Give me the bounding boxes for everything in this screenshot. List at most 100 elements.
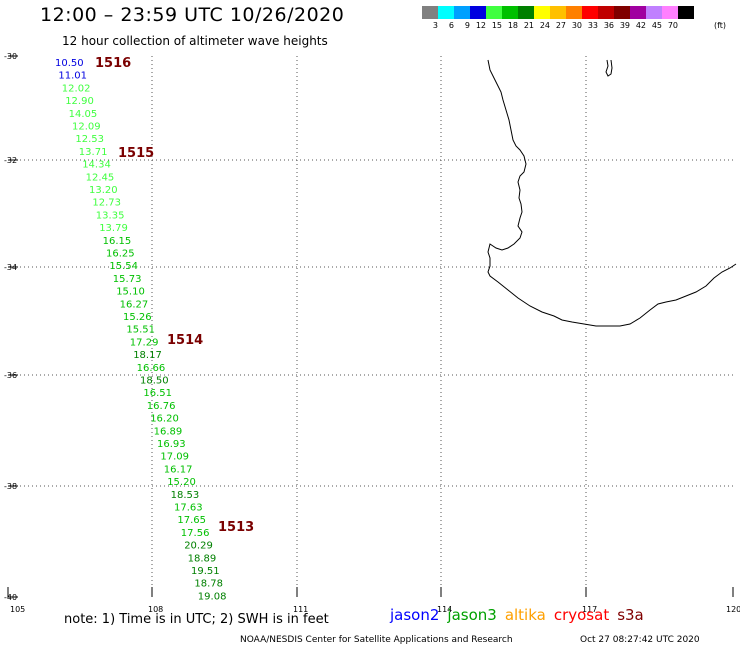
- lat-lon-grid: [8, 56, 733, 597]
- legend-label: 33: [587, 21, 598, 30]
- legend-swatch: [534, 6, 550, 19]
- satellite-name: cryosat: [553, 606, 610, 624]
- wave-height-label: 15.20: [167, 477, 196, 488]
- lat-tick-label: -30: [4, 52, 17, 61]
- wave-height-label: 15.73: [113, 274, 142, 285]
- wave-height-label: 12.53: [75, 134, 104, 145]
- wave-height-label: 19.51: [191, 566, 220, 577]
- wave-height-label: 19.08: [198, 591, 227, 602]
- lat-tick-label: -32: [4, 156, 17, 165]
- wave-height-label: 18.53: [171, 490, 200, 501]
- satellite-name: jason2: [390, 606, 440, 624]
- lat-tick-label: -40: [4, 593, 17, 602]
- wave-height-label: 20.29: [184, 541, 213, 552]
- legend-swatch: [422, 6, 438, 19]
- legend-swatch: [486, 6, 502, 19]
- footer-note: note: 1) Time is in UTC; 2) SWH is in fe…: [64, 612, 329, 627]
- legend-label: 21: [523, 21, 534, 30]
- wave-height-label: 16.20: [150, 414, 179, 425]
- satellite-legend: jason2 jason3 altika cryosat s3a: [390, 606, 652, 624]
- legend-label: 3: [432, 21, 438, 30]
- wave-height-label: 16.93: [157, 439, 186, 450]
- legend-swatch: [502, 6, 518, 19]
- track-id-label: 1516: [95, 56, 131, 71]
- legend-swatch: [646, 6, 662, 19]
- wave-height-label: 10.50: [55, 58, 84, 69]
- wave-height-label: 14.05: [69, 109, 98, 120]
- wave-height-label: 17.63: [174, 503, 203, 514]
- legend-label: 42: [635, 21, 646, 30]
- map-subtitle: 12 hour collection of altimeter wave hei…: [62, 34, 328, 48]
- wave-height-label: 17.29: [130, 337, 159, 348]
- legend-label: 70: [667, 21, 678, 30]
- track-id-label: 1513: [218, 520, 254, 535]
- wave-height-label: 16.66: [137, 363, 166, 374]
- wave-height-label: 15.51: [126, 325, 155, 336]
- wave-height-label: 16.76: [147, 401, 176, 412]
- wave-height-label: 16.17: [164, 464, 193, 475]
- coastline-island: [605, 59, 613, 77]
- legend-swatch: [438, 6, 454, 19]
- legend-label: 27: [555, 21, 566, 30]
- wave-height-label: 13.20: [89, 185, 118, 196]
- lon-tick-label: 114: [437, 605, 452, 614]
- wave-height-label: 16.89: [154, 426, 183, 437]
- legend-swatch: [630, 6, 646, 19]
- track-id-label: 1515: [118, 146, 154, 161]
- wave-height-label: 13.71: [79, 147, 108, 158]
- wave-height-label: 12.45: [86, 172, 115, 183]
- legend-swatch: [598, 6, 614, 19]
- lat-tick-label: -38: [4, 482, 17, 491]
- generation-timestamp: Oct 27 08:27:42 UTC 2020: [580, 635, 700, 645]
- legend-label: 30: [571, 21, 582, 30]
- wave-height-label: 17.09: [160, 452, 189, 463]
- lat-tick-label: -34: [4, 263, 17, 272]
- lon-tick-label: 108: [148, 605, 163, 614]
- track-labels: 1516 1515 1514 1513: [95, 56, 254, 535]
- wave-height-label: 13.79: [99, 223, 128, 234]
- credit-line: NOAA/NESDIS Center for Satellite Applica…: [240, 635, 513, 645]
- legend-swatch: [582, 6, 598, 19]
- legend-label: 15: [491, 21, 502, 30]
- wave-height-label: 16.51: [143, 388, 172, 399]
- wave-height-label: 15.54: [109, 261, 138, 272]
- legend-swatches: [422, 6, 694, 19]
- wave-height-label: 17.65: [177, 515, 206, 526]
- satellite-name: altika: [504, 606, 546, 624]
- legend-swatch: [518, 6, 534, 19]
- legend-unit: (ft): [714, 21, 727, 30]
- legend-label: 18: [507, 21, 518, 30]
- legend-swatch: [550, 6, 566, 19]
- satellite-name: jason3: [447, 606, 497, 624]
- wave-height-label: 18.50: [140, 376, 169, 387]
- wave-height-label: 18.89: [188, 553, 217, 564]
- wave-height-label: 12.90: [65, 96, 94, 107]
- wave-height-label: 12.73: [92, 198, 121, 209]
- lon-tick-label: 117: [582, 605, 597, 614]
- legend-label: 45: [651, 21, 662, 30]
- lon-tick-label: 105: [10, 605, 25, 614]
- legend-label: 12: [475, 21, 486, 30]
- legend-swatch: [470, 6, 486, 19]
- legend-swatch: [614, 6, 630, 19]
- wave-height-label: 18.78: [194, 579, 223, 590]
- legend-swatch: [566, 6, 582, 19]
- color-legend: 3 6 9 12 15 18 21 24 27 30 33 36 39 42 45 70 (ft): [422, 6, 726, 30]
- legend-label: 39: [619, 21, 630, 30]
- wave-height-label: 11.01: [58, 71, 87, 82]
- wave-height-label: 16.15: [103, 236, 132, 247]
- wave-height-label: 12.09: [72, 122, 101, 133]
- lat-tick-label: -36: [4, 371, 17, 380]
- wave-height-label: 15.10: [116, 287, 145, 298]
- legend-swatch: [662, 6, 678, 19]
- track-id-label: 1514: [167, 333, 203, 348]
- legend-labels: 3 6 9 12 15 18 21 24 27 30 33 36 39 42 45 70: [422, 21, 694, 30]
- wave-height-label: 14.34: [82, 160, 111, 171]
- wave-height-label: 15.26: [123, 312, 152, 323]
- coastline-western-australia: [487, 59, 737, 327]
- lon-tick-label: 120: [726, 605, 740, 614]
- map-title: 12:00 – 23:59 UTC 10/26/2020: [40, 4, 345, 26]
- wave-height-label: 16.27: [120, 299, 149, 310]
